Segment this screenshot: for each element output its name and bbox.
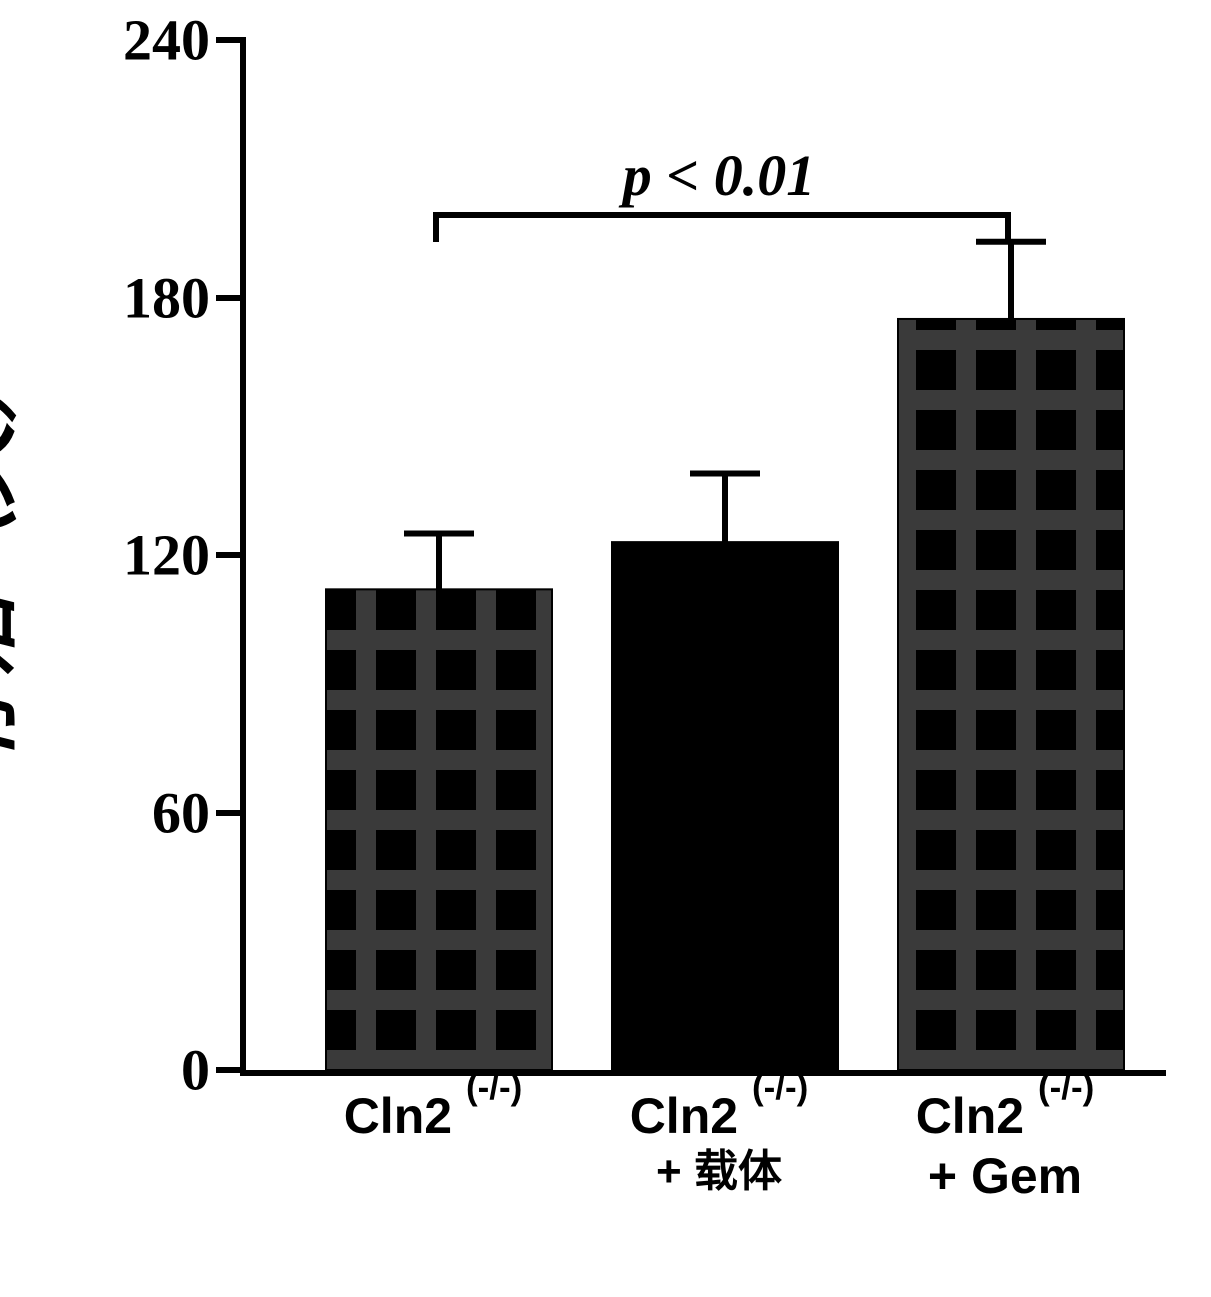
significance-line xyxy=(433,212,439,242)
significance-text: p < 0.01 xyxy=(623,142,816,209)
y-tick-label: 60 xyxy=(0,779,210,846)
chart-container: 存活（天） 060120180240 p < 0.01 Cln2 (-/-)Cl… xyxy=(0,0,1211,1297)
x-category-label: Cln2 (-/-)+ Gem xyxy=(865,1086,1145,1206)
bar xyxy=(326,589,552,1070)
x-category-label: Cln2 (-/-) xyxy=(293,1086,573,1146)
y-tick-label: 0 xyxy=(0,1037,210,1104)
bar xyxy=(612,542,838,1070)
y-tick xyxy=(216,295,246,301)
y-tick xyxy=(216,37,246,43)
significance-line xyxy=(1005,212,1011,242)
y-tick xyxy=(216,552,246,558)
y-tick-label: 240 xyxy=(0,7,210,74)
y-tick-label: 120 xyxy=(0,522,210,589)
y-tick-label: 180 xyxy=(0,264,210,331)
y-tick xyxy=(216,1067,246,1073)
bar xyxy=(898,319,1124,1070)
significance-line xyxy=(433,212,1011,218)
x-category-label: Cln2 (-/-)+ 载体 xyxy=(579,1086,859,1199)
y-tick xyxy=(216,810,246,816)
